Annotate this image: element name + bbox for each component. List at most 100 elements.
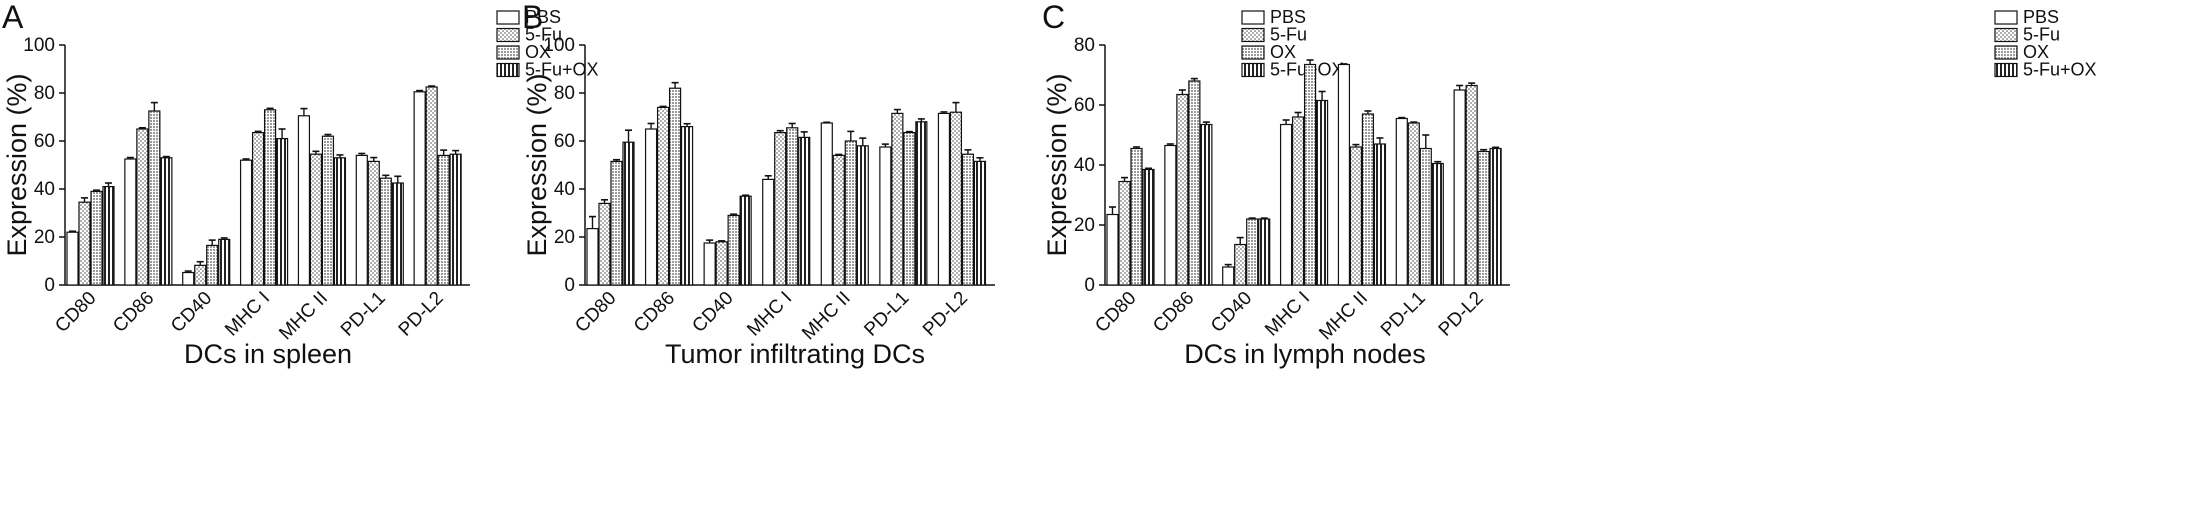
x-axis-title: DCs in lymph nodes (1184, 339, 1426, 369)
bar-5-fu-ox (856, 145, 869, 286)
bar-5-fu (949, 111, 963, 286)
bar-5-fu (1291, 116, 1305, 286)
bar-5-fu (78, 201, 91, 286)
bar-5-fu (832, 154, 845, 286)
legend-swatch (1241, 27, 1265, 43)
bar-pbs (1279, 123, 1293, 286)
category-label: PD-L1 (337, 288, 390, 341)
bar-5-fu-ox (275, 138, 289, 286)
bar-5-fu-ox (739, 195, 752, 286)
legend-swatch (1994, 27, 2018, 43)
category-label: MHC I (221, 288, 274, 341)
bar-ox (668, 87, 682, 286)
bar-ox (903, 132, 916, 286)
category-label: PD-L1 (1377, 288, 1430, 341)
bar-5-fu-ox (218, 238, 231, 286)
x-axis-title: DCs in spleen (184, 339, 352, 369)
category-label: CD40 (167, 288, 216, 337)
y-tick-label: 100 (23, 35, 55, 56)
bar-5-fu (891, 112, 904, 286)
legend-label: OX (1270, 42, 1296, 62)
category-label: PD-L2 (919, 288, 972, 341)
bar-5-fu-ox (1315, 99, 1329, 286)
legend-label: 5-Fu+OX (525, 60, 599, 80)
bar-ox (1130, 147, 1143, 286)
bar-ox (379, 177, 392, 286)
y-tick-label: 20 (1074, 215, 1095, 236)
y-tick-label: 0 (44, 275, 55, 296)
bar-5-fu-ox (1431, 162, 1444, 286)
y-tick-label: 80 (1074, 35, 1095, 56)
legend-label: 5-Fu (525, 25, 562, 45)
bar-ox (1477, 150, 1490, 286)
bar-pbs (413, 91, 426, 286)
bar-ox (1303, 63, 1317, 286)
y-tick-label: 100 (543, 35, 575, 56)
bar-5-fu (367, 160, 380, 286)
bar-ox (148, 110, 161, 286)
legend-label: OX (2023, 42, 2049, 62)
bar-pbs (1164, 144, 1177, 286)
legend-swatch (496, 45, 520, 60)
bar-ox (961, 153, 975, 286)
panels-root: A 0 20 40 60 80 100 Expression (%) DCs in spleen… (2, 0, 2097, 369)
legend-swatch (1994, 45, 2018, 60)
bar-pbs (1337, 63, 1351, 286)
bar-pbs (937, 112, 951, 286)
bar-5-fu (1234, 243, 1247, 286)
category-label: PD-L1 (860, 288, 913, 341)
bar-5-fu (1118, 180, 1131, 286)
bar-5-fu-ox (449, 153, 462, 286)
legend-swatch (496, 27, 520, 43)
x-axis-title: Tumor infiltrating DCs (665, 339, 925, 369)
bar-5-fu-ox (160, 157, 173, 286)
bar-5-fu-ox (680, 125, 694, 286)
bar-pbs (297, 115, 311, 286)
panel-letter: A (2, 0, 24, 35)
category-label: CD86 (109, 288, 158, 337)
category-label: CD80 (571, 288, 620, 337)
legend-swatch (496, 62, 520, 78)
bar-pbs (124, 158, 137, 286)
bar-pbs (239, 159, 253, 286)
legend-swatch (1241, 45, 1265, 60)
bar-ox (263, 109, 277, 286)
bar-5-fu (715, 241, 728, 286)
bar-5-fu-ox (1200, 123, 1213, 286)
bar-pbs (182, 271, 195, 286)
category-label: CD80 (1091, 288, 1140, 337)
bar-ox (727, 214, 740, 286)
bar-5-fu (1407, 122, 1420, 286)
category-label: PD-L2 (1435, 288, 1488, 341)
bar-5-fu-ox (973, 160, 987, 286)
category-label: CD80 (51, 288, 100, 337)
legend-swatch (1241, 62, 1265, 78)
bar-5-fu (1465, 84, 1478, 286)
bar-ox (206, 244, 219, 286)
y-axis-title: Expression (%) (522, 73, 552, 256)
y-tick-label: 40 (554, 179, 575, 200)
category-label: MHC II (1315, 288, 1372, 345)
bar-pbs (703, 242, 716, 286)
bar-5-fu-ox (622, 141, 635, 286)
category-label: MHC II (798, 288, 855, 345)
legend-swatch (1994, 62, 2018, 78)
bar-pbs (644, 128, 658, 286)
y-tick-label: 60 (1074, 95, 1095, 116)
bar-5-fu-ox (333, 157, 347, 286)
legend-label: 5-Fu (1270, 25, 1307, 45)
bar-ox (437, 154, 450, 286)
y-tick-label: 80 (34, 83, 55, 104)
bar-5-fu-ox (1489, 147, 1502, 286)
y-tick-label: 20 (554, 227, 575, 248)
y-tick-label: 40 (1074, 155, 1095, 176)
y-tick-label: 0 (564, 275, 575, 296)
legend-swatch (1241, 10, 1265, 25)
category-label: CD40 (688, 288, 737, 337)
bar-5-fu (598, 202, 611, 286)
